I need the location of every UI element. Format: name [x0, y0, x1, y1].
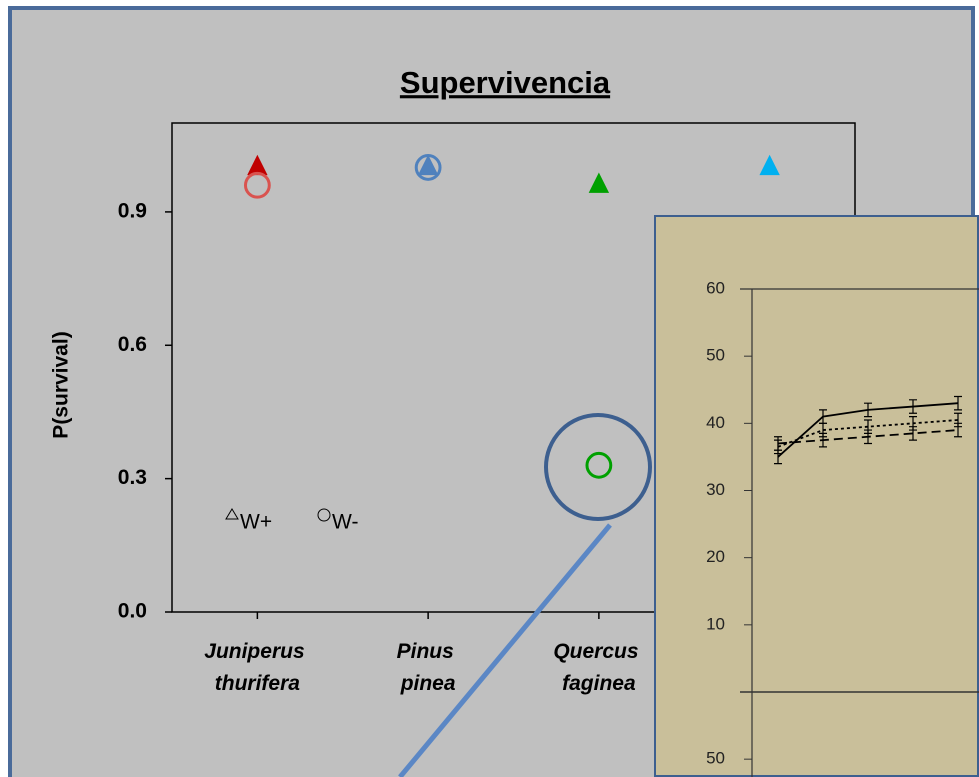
- error-bar: [864, 402, 872, 418]
- y-tick-label: 0.6: [118, 333, 147, 356]
- x-tick-label: Quercus faginea: [553, 640, 644, 695]
- triangle-point: [417, 154, 439, 176]
- inset-y-tick-label: 30: [706, 480, 725, 499]
- inset2-y-tick-label: 50: [706, 749, 725, 768]
- y-tick-label: 0.0: [118, 600, 147, 623]
- legend-label: W-: [332, 511, 358, 534]
- highlight-circle: [544, 413, 652, 521]
- error-bar: [954, 422, 962, 438]
- circle-point: [585, 451, 613, 479]
- inset-y-tick-label: 20: [706, 547, 725, 566]
- inset-chart: 10 20 30 40 50 60 50: [654, 215, 979, 777]
- error-bar: [954, 395, 962, 411]
- error-bar: [909, 426, 917, 441]
- main-chart: Supervivencia P(survival) 0.0 0.3 0.6 0.9 Ju…: [50, 65, 856, 695]
- chart-title: Supervivencia: [400, 65, 611, 100]
- inset-y-tick-label: 10: [706, 614, 725, 633]
- inset-line: [777, 419, 959, 448]
- triangle-point: [247, 154, 268, 176]
- legend-label: W+: [240, 511, 272, 534]
- error-bar: [774, 436, 782, 451]
- inset-y-tick-label: 60: [706, 278, 725, 297]
- y-axis-title: P(survival): [50, 331, 73, 438]
- triangle-point: [588, 172, 610, 193]
- y-tick-label: 0.9: [118, 199, 147, 222]
- inset-y-tick-label: 40: [706, 413, 725, 432]
- inset-y-tick-label: 50: [706, 346, 725, 365]
- x-tick-label: Pinus pinea: [397, 640, 460, 695]
- circle-point: [243, 171, 271, 199]
- triangle-point: [759, 154, 780, 176]
- callout-line: [398, 523, 612, 777]
- legend-symbol: [317, 508, 331, 522]
- error-bar: [819, 432, 827, 448]
- circle-point: [414, 154, 442, 181]
- legend-symbol: [225, 508, 239, 520]
- x-tick-label: Juniperus thurifera: [204, 640, 310, 695]
- y-tick-label: 0.3: [118, 466, 147, 489]
- error-bar: [909, 399, 917, 414]
- error-bar: [864, 429, 872, 445]
- inset-frame: [654, 215, 979, 777]
